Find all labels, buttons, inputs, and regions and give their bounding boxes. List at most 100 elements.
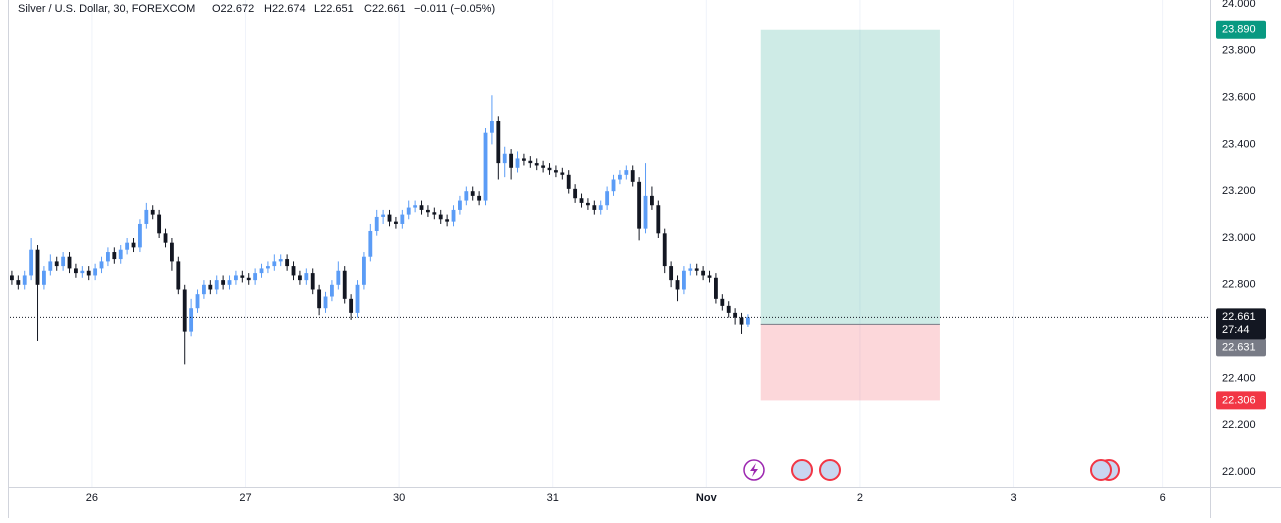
- target-price-label-box: [1216, 20, 1266, 39]
- ohlc-open: O22.672: [212, 3, 254, 15]
- candle-body: [48, 261, 53, 271]
- candle-body: [534, 163, 539, 166]
- candle-body: [202, 284, 206, 295]
- stop-price-label-box: [1216, 391, 1266, 410]
- candle-body: [656, 205, 661, 234]
- candle-body: [451, 209, 456, 222]
- candle-body: [445, 219, 450, 222]
- candle-body: [592, 205, 597, 210]
- candle-body: [349, 298, 354, 313]
- lightning: [750, 463, 758, 477]
- y-tick-label: 23.200: [1222, 185, 1256, 197]
- y-tick-label: 24.000: [1222, 0, 1256, 10]
- flag-icon[interactable]: [791, 459, 813, 481]
- candle-body: [112, 252, 117, 260]
- candle-body: [624, 170, 629, 175]
- candle-body: [176, 261, 181, 290]
- candle-body: [259, 268, 264, 274]
- candle-body: [182, 289, 187, 332]
- flag-icon[interactable]: [819, 459, 841, 481]
- candle-body: [637, 181, 642, 229]
- candle-body: [131, 242, 136, 248]
- candle-body: [118, 249, 123, 260]
- candle-body: [746, 317, 750, 325]
- candle-body: [726, 305, 731, 313]
- stop-zone: [760, 324, 940, 401]
- candle-body: [86, 270, 91, 276]
- candle-body: [643, 195, 648, 229]
- candle-body: [566, 174, 571, 189]
- candle-body: [163, 233, 168, 243]
- candle-body: [611, 179, 616, 192]
- candle-body: [266, 266, 270, 269]
- candle-body: [630, 170, 635, 182]
- candle-body: [733, 312, 738, 318]
- candle-body: [253, 273, 258, 281]
- candle-body: [554, 170, 558, 173]
- candle-body: [227, 280, 232, 285]
- candle-body: [381, 214, 386, 217]
- grid: [91, 0, 1164, 487]
- y-tick-label: 23.600: [1222, 91, 1256, 103]
- candle-body: [419, 205, 424, 210]
- candle-body: [528, 160, 533, 164]
- x-tick-label: 6: [1160, 492, 1166, 504]
- candle-body: [195, 294, 200, 309]
- candle-body: [739, 317, 744, 325]
- candle-body: [170, 242, 174, 262]
- candle-body: [362, 256, 366, 285]
- countdown-label: 27:44: [1222, 324, 1250, 336]
- candle-body: [93, 268, 98, 276]
- y-tick-label: 22.800: [1222, 279, 1256, 291]
- ohlc-change: −0.011 (−0.05%): [414, 3, 495, 15]
- stop-price-label: 22.306: [1222, 394, 1256, 406]
- candle-body: [234, 275, 238, 281]
- candle-body: [682, 270, 686, 290]
- candle-body: [67, 256, 72, 269]
- candle-body: [208, 284, 213, 290]
- position-tool[interactable]: [760, 29, 940, 401]
- candle-body: [221, 280, 226, 285]
- y-tick-label: 23.400: [1222, 138, 1256, 150]
- candle-body: [368, 230, 373, 257]
- x-tick-label: 31: [547, 492, 559, 504]
- y-tick-label: 23.800: [1222, 45, 1256, 57]
- x-tick-label: 3: [1010, 492, 1016, 504]
- candle-body: [547, 167, 552, 171]
- candle-body: [515, 158, 520, 168]
- candle-body: [317, 289, 322, 309]
- entry-price-label: 22.631: [1222, 341, 1256, 353]
- candle-body: [16, 280, 21, 285]
- candle-body: [29, 249, 34, 276]
- candle-body: [490, 120, 494, 133]
- candle-body: [413, 205, 418, 208]
- candle-body: [509, 153, 514, 168]
- candle-body: [278, 259, 283, 262]
- candle-body: [310, 273, 315, 290]
- candle-body: [144, 209, 149, 224]
- candle-body: [573, 188, 578, 199]
- flag-icon[interactable]: [1090, 459, 1112, 481]
- candle-body: [477, 195, 482, 201]
- candle-body: [426, 209, 430, 213]
- candle-body: [246, 277, 251, 281]
- x-tick-label: 2: [857, 492, 863, 504]
- candle-body: [74, 268, 78, 274]
- candle-body: [502, 153, 507, 164]
- symbol-title: Silver / U.S. Dollar, 30, FOREXCOM: [18, 3, 195, 15]
- event-icons[interactable]: [743, 459, 1120, 481]
- candle-body: [387, 214, 392, 222]
- candle-body: [298, 275, 302, 281]
- candle-body: [214, 280, 219, 290]
- candle-body: [125, 242, 130, 250]
- candle-body: [720, 298, 725, 306]
- candle-body: [605, 191, 610, 206]
- candle-body: [355, 284, 360, 313]
- candle-body: [272, 261, 277, 267]
- candle-body: [560, 172, 565, 175]
- candle-body: [99, 261, 104, 269]
- candle-body: [675, 280, 680, 290]
- x-tick-label: 27: [239, 492, 251, 504]
- candle-body: [80, 270, 85, 274]
